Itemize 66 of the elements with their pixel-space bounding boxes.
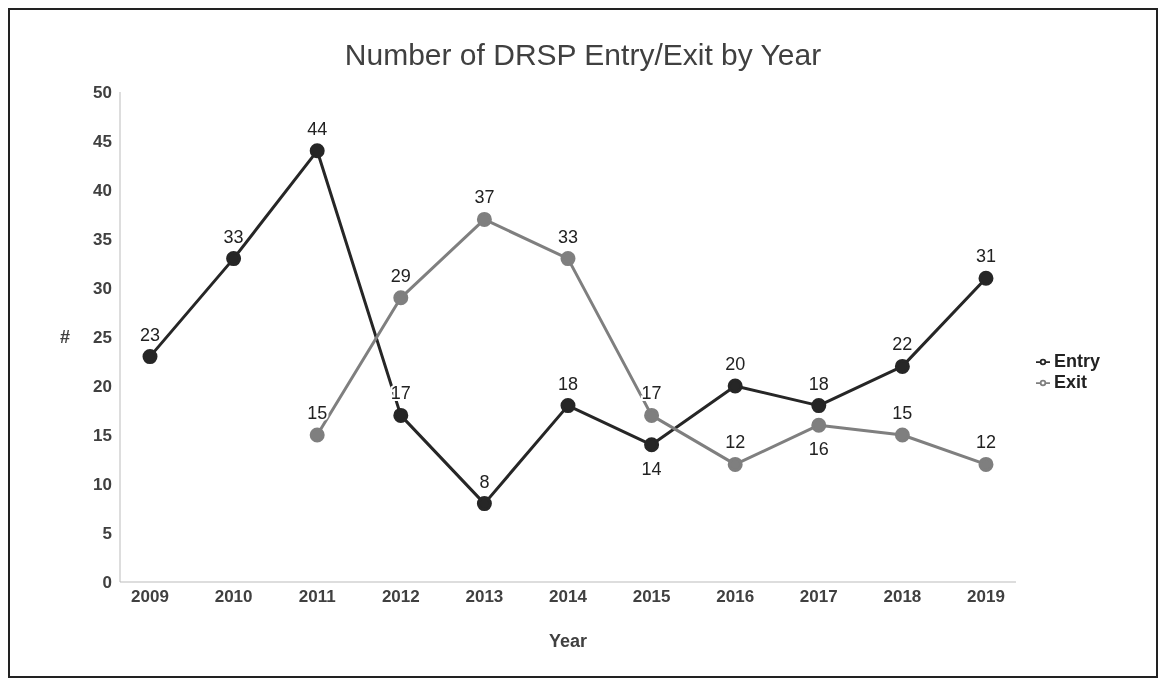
y-tick-label: 15 — [93, 426, 112, 446]
point — [142, 349, 158, 365]
point — [309, 143, 325, 159]
x-tick-label: 2016 — [716, 587, 755, 607]
y-tick-label: 0 — [102, 573, 112, 593]
data-label: 20 — [725, 354, 746, 374]
point — [727, 378, 743, 394]
data-label: 18 — [808, 373, 829, 394]
y-tick-label: 45 — [93, 132, 112, 152]
point — [894, 358, 910, 374]
data-label: 31 — [975, 246, 996, 267]
point — [811, 398, 827, 414]
chart-title: Number of DRSP Entry/Exit by Year — [343, 38, 823, 72]
data-label: 29 — [390, 265, 411, 286]
point — [476, 496, 492, 512]
x-tick-label: 2019 — [967, 587, 1005, 607]
point — [309, 427, 325, 443]
data-label: 12 — [725, 432, 746, 453]
point — [978, 270, 994, 286]
point — [560, 251, 576, 267]
x-tick-label: 2009 — [131, 587, 169, 607]
y-tick-label: 25 — [93, 328, 112, 348]
x-tick-label: 2018 — [883, 587, 922, 607]
y-tick-label: 35 — [93, 230, 112, 250]
point — [644, 407, 660, 423]
point — [894, 427, 910, 443]
y-tick-label: 5 — [102, 524, 112, 544]
y-tick-label: 40 — [93, 181, 112, 201]
point — [476, 211, 492, 227]
legend-label: Exit — [1053, 372, 1087, 392]
point — [644, 437, 660, 453]
x-tick-label: 2014 — [549, 587, 588, 607]
data-label: 33 — [557, 226, 579, 247]
y-tick-label: 10 — [93, 475, 112, 495]
x-tick-label: 2017 — [799, 587, 838, 607]
point — [393, 290, 409, 306]
data-label: 23 — [139, 324, 161, 345]
x-tick-label: 2015 — [632, 587, 671, 607]
data-label: 22 — [892, 334, 913, 355]
x-tick-label: 2011 — [298, 587, 336, 607]
y-tick-label: 20 — [93, 377, 112, 397]
data-label: 37 — [474, 187, 495, 208]
point — [811, 417, 827, 433]
y-axis-title: # — [60, 327, 71, 348]
data-label: 14 — [641, 458, 662, 479]
data-label: 18 — [557, 373, 579, 394]
data-label: 12 — [975, 432, 996, 453]
x-tick-label: 2010 — [214, 587, 253, 607]
legend-label: Entry — [1053, 351, 1100, 371]
data-label: 44 — [307, 118, 328, 139]
x-axis-title: Year — [548, 631, 588, 651]
data-label: 8 — [479, 471, 490, 492]
y-tick-label: 50 — [93, 83, 112, 103]
x-tick-label: 2013 — [465, 587, 504, 607]
data-label: 33 — [223, 226, 244, 247]
point — [978, 456, 994, 472]
data-label: 17 — [641, 383, 662, 404]
point — [560, 398, 576, 414]
point — [226, 251, 242, 267]
y-tick-label: 30 — [93, 279, 112, 299]
data-label: 15 — [892, 403, 913, 423]
point — [727, 456, 743, 472]
point — [393, 407, 409, 423]
data-label: 16 — [808, 439, 829, 460]
data-label: 15 — [307, 403, 328, 423]
x-tick-label: 2012 — [381, 587, 420, 607]
